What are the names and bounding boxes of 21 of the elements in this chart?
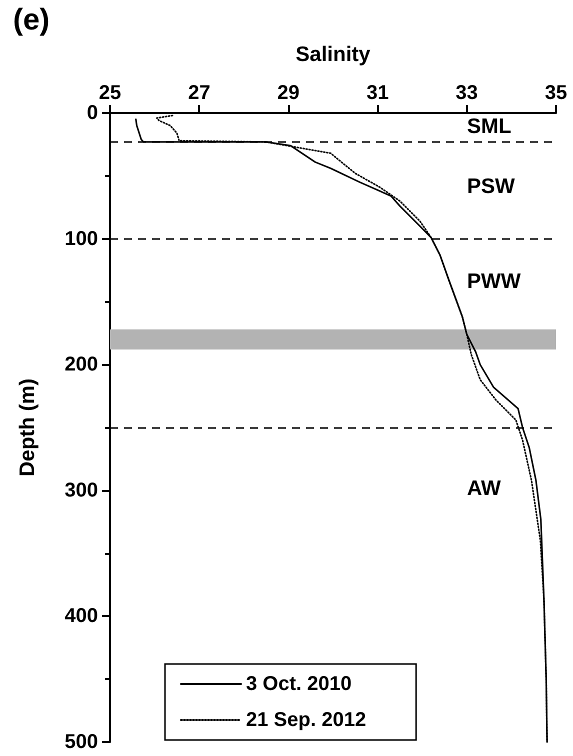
annotation: PWW bbox=[467, 270, 521, 293]
x-tick-label: 29 bbox=[277, 82, 300, 104]
chart-title: (e) bbox=[13, 4, 50, 36]
legend-label: 3 Oct. 2010 bbox=[246, 673, 352, 695]
y-tick-label: 0 bbox=[86, 102, 98, 124]
x-axis-title: Salinity bbox=[296, 43, 371, 66]
legend-label: 21 Sep. 2012 bbox=[246, 709, 366, 731]
y-tick-label: 200 bbox=[64, 354, 98, 376]
y-tick-label: 300 bbox=[64, 479, 98, 502]
x-tick-label: 35 bbox=[544, 82, 568, 104]
y-tick-label: 100 bbox=[64, 228, 98, 250]
annotation: SML bbox=[467, 115, 512, 138]
y-tick-label: 400 bbox=[64, 605, 98, 628]
annotation: PSW bbox=[467, 175, 516, 198]
annotation: AW bbox=[467, 477, 502, 500]
x-tick-label: 31 bbox=[366, 82, 389, 104]
y-tick-label: 500 bbox=[64, 731, 98, 753]
x-tick-label: 33 bbox=[456, 82, 478, 104]
y-axis-title: Depth (m) bbox=[16, 378, 39, 476]
x-tick-label: 25 bbox=[98, 82, 122, 104]
x-tick-label: 27 bbox=[188, 82, 210, 104]
